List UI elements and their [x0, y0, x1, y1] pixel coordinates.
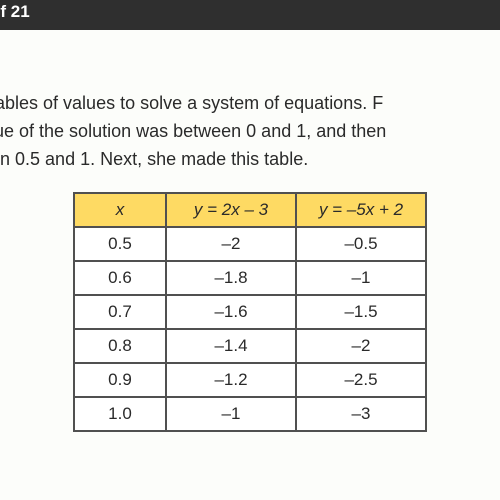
table-row: 1.0 –1 –3	[74, 397, 426, 431]
question-counter-text: of 21	[0, 2, 30, 21]
cell: 0.9	[74, 363, 166, 397]
cell: –1.2	[166, 363, 296, 397]
cell: –1.8	[166, 261, 296, 295]
col-header-x: x	[74, 193, 166, 227]
cell: 0.6	[74, 261, 166, 295]
col-header-y1: y = 2x – 3	[166, 193, 296, 227]
cell: –1.6	[166, 295, 296, 329]
body-line-3: en 0.5 and 1. Next, she made this table.	[0, 146, 500, 174]
cell: –2.5	[296, 363, 426, 397]
table-row: 0.7 –1.6 –1.5	[74, 295, 426, 329]
table-header-row: x y = 2x – 3 y = –5x + 2	[74, 193, 426, 227]
cell: –1	[166, 397, 296, 431]
cell: 0.5	[74, 227, 166, 261]
cell: –1.4	[166, 329, 296, 363]
body-line-2: lue of the solution was between 0 and 1,…	[0, 118, 500, 146]
question-body: tables of values to solve a system of eq…	[0, 90, 500, 174]
cell: –2	[296, 329, 426, 363]
cell: 0.7	[74, 295, 166, 329]
body-line-1: tables of values to solve a system of eq…	[0, 90, 500, 118]
col-header-y2: y = –5x + 2	[296, 193, 426, 227]
table-container: x y = 2x – 3 y = –5x + 2 0.5 –2 –0.5 0.6…	[0, 192, 500, 432]
cell: –3	[296, 397, 426, 431]
equations-table: x y = 2x – 3 y = –5x + 2 0.5 –2 –0.5 0.6…	[73, 192, 427, 432]
table-row: 0.8 –1.4 –2	[74, 329, 426, 363]
cell: –2	[166, 227, 296, 261]
table-row: 0.9 –1.2 –2.5	[74, 363, 426, 397]
cell: 0.8	[74, 329, 166, 363]
table-row: 0.6 –1.8 –1	[74, 261, 426, 295]
cell: –1	[296, 261, 426, 295]
question-counter-bar: of 21	[0, 0, 500, 30]
cell: –1.5	[296, 295, 426, 329]
cell: 1.0	[74, 397, 166, 431]
cell: –0.5	[296, 227, 426, 261]
table-row: 0.5 –2 –0.5	[74, 227, 426, 261]
